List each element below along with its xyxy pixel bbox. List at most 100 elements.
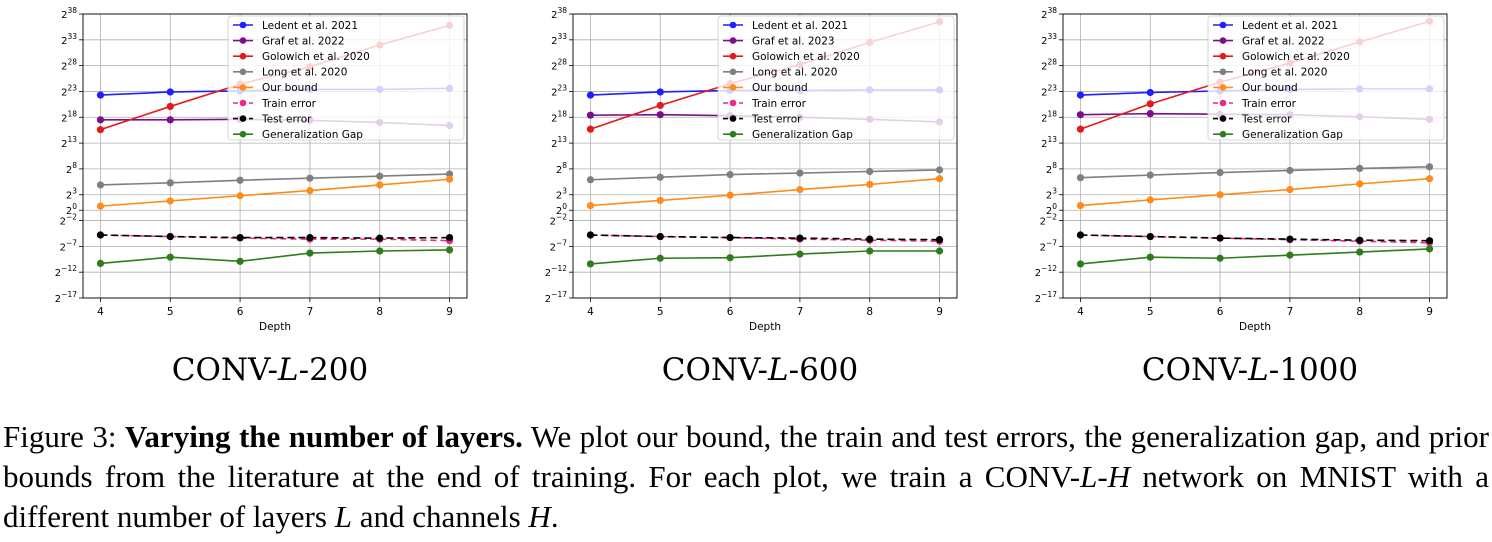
axes-frame [82,13,468,299]
legend-label: Graf et al. 2023 [752,35,835,47]
figure-caption: Figure 3: Varying the number of layers. … [3,417,1489,537]
x-axis-label: Depth [749,321,781,333]
y-tick-label: 20 [66,202,77,217]
data-point [445,170,454,178]
y-tick-label: 223 [61,83,77,98]
legend-label: Golowich et al. 2020 [1242,51,1350,63]
x-tick-label: 8 [866,306,873,318]
data-point [586,91,595,99]
x-tick-label: 7 [1287,306,1294,318]
data-point [376,247,384,255]
x-tick-label: 5 [167,306,174,318]
data-point [1076,201,1085,210]
x-tick-label: 9 [1426,306,1433,318]
data-point [1146,110,1154,118]
legend-label: Train error [751,98,807,110]
data-point [96,202,105,210]
caption-text-3: and channels [351,499,529,534]
data-point [96,181,105,189]
chart-subtitle-1: CONV-L-200 [171,352,369,388]
y-tick-label: 2−7 [60,238,78,253]
series-generalization-gap [96,246,454,268]
legend-box [717,15,955,141]
legend-label: Graf et al. 2022 [1242,35,1325,47]
data-point [166,232,174,241]
x-tick-label: 4 [97,306,104,318]
data-point [656,111,664,119]
data-point [1216,234,1224,242]
y-tick-label: 2−12 [545,264,567,279]
data-point [656,173,664,181]
series-our-bound [586,175,944,210]
legend-label: Graf et al. 2022 [262,35,345,47]
legend-swatch-marker [729,130,737,138]
legend-swatch-marker [729,84,737,91]
series-generalization-gap [586,247,944,268]
data-point [866,167,874,176]
data-point [935,247,944,255]
x-tick-label: 8 [376,306,383,318]
data-point [586,176,595,184]
data-point [236,192,244,200]
series-line [1080,234,1430,242]
data-point [866,247,874,255]
legend-label: Ledent et al. 2021 [1242,20,1338,32]
legend-swatch-marker [729,115,737,122]
data-point [796,185,804,194]
y-tick-label: 218 [1041,109,1057,124]
x-tick-label: 7 [307,306,314,318]
series-train-error [1076,231,1434,247]
data-point [1286,235,1294,243]
caption-dash: - [1097,459,1108,494]
legend-swatch-marker [1219,21,1227,29]
legend-label: Long et al. 2020 [1242,67,1327,79]
data-point [376,181,384,189]
series-line [590,234,940,242]
series-line [100,178,450,207]
data-point [166,253,174,261]
data-point [306,233,314,242]
series-long-et-al-2020 [586,166,944,184]
data-point [1286,251,1294,259]
series-long-et-al-2020 [1076,163,1434,182]
caption-title: Varying the number of layers. [124,419,523,454]
y-tick-label: 218 [61,109,77,124]
axes-frame [1062,13,1448,299]
data-point [656,254,664,262]
data-point [1216,191,1224,199]
data-point [726,191,734,199]
series-line [100,249,450,265]
legend-swatch-marker [1219,84,1227,91]
y-tick-label: 23 [1046,187,1057,202]
legend-label: Our bound [1242,82,1298,94]
y-tick-label: 228 [551,58,567,73]
legend-swatch-marker [239,37,247,44]
x-tick-label: 4 [587,306,594,318]
series-our-bound [96,175,454,210]
legend-swatch-marker [239,68,247,76]
y-tick-label: 2−12 [55,264,77,279]
x-tick-label: 6 [237,306,244,318]
legend-swatch-marker [239,99,247,107]
data-point [796,250,804,258]
data-point [1425,163,1434,171]
chart-panel-3: 4 5 6 7 8 9 Depth 238 233 228 223 218 213 28 23 20 2−2 2−… [980,0,1470,388]
legend-box [1207,15,1445,141]
data-point [866,180,874,188]
data-point [935,236,944,244]
legend-label: Generalization Gap [752,129,853,141]
data-point [656,196,664,205]
data-point [1076,91,1085,99]
caption-text-4: . [550,499,559,534]
series-test-error [586,231,944,244]
data-point [1216,254,1224,262]
data-point [96,231,105,239]
data-point [586,260,595,268]
data-point [236,257,244,265]
y-tick-label: 2−17 [1035,290,1057,305]
y-tick-label: 238 [551,6,567,21]
series-long-et-al-2020 [96,170,454,189]
x-axis-label: Depth [1239,321,1271,333]
